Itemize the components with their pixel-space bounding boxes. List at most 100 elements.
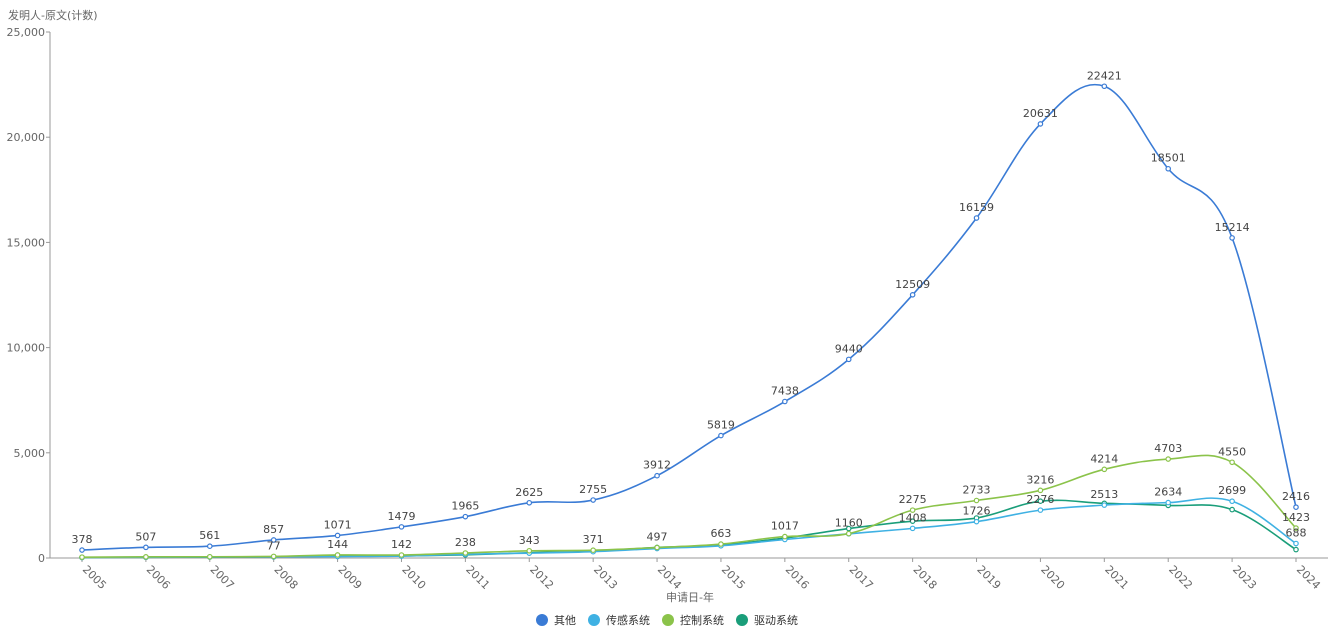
data-point[interactable]	[655, 473, 659, 477]
data-point[interactable]	[144, 545, 148, 549]
data-label: 2513	[1090, 488, 1118, 501]
data-point[interactable]	[335, 553, 339, 557]
data-point[interactable]	[1230, 499, 1234, 503]
legend-marker-icon	[536, 614, 548, 626]
data-label: 16159	[959, 201, 994, 214]
data-label: 4214	[1090, 452, 1118, 465]
data-point[interactable]	[1166, 457, 1170, 461]
x-tick-label: 2022	[1166, 563, 1195, 592]
data-point[interactable]	[1294, 505, 1298, 509]
data-label: 7438	[771, 385, 799, 398]
legend-item-2[interactable]: 传感系统	[588, 612, 650, 628]
legend-item-4[interactable]: 驱动系统	[736, 612, 798, 628]
data-label: 343	[519, 534, 540, 547]
legend-label: 驱动系统	[754, 612, 798, 628]
legend-item-1[interactable]: 其他	[536, 612, 576, 628]
data-label: 3216	[1026, 473, 1054, 486]
y-tick-label: 25,000	[7, 26, 46, 39]
data-point[interactable]	[1102, 84, 1106, 88]
data-label: 561	[199, 529, 220, 542]
data-label: 18501	[1151, 152, 1186, 165]
legend-marker-icon	[736, 614, 748, 626]
data-point[interactable]	[208, 555, 212, 559]
data-label: 9440	[835, 342, 863, 355]
data-point[interactable]	[783, 399, 787, 403]
data-label: 4703	[1154, 442, 1182, 455]
y-axis: 05,00010,00015,00020,00025,000	[7, 26, 51, 565]
y-axis-title: 发明人-原文(计数)	[8, 8, 98, 22]
data-point[interactable]	[463, 551, 467, 555]
data-label: 1017	[771, 520, 799, 533]
data-point[interactable]	[1038, 122, 1042, 126]
x-tick-label: 2016	[783, 563, 812, 592]
data-point[interactable]	[910, 293, 914, 297]
data-label: 4550	[1218, 445, 1246, 458]
data-point[interactable]	[847, 531, 851, 535]
data-label: 1479	[387, 510, 415, 523]
data-label: 1423	[1282, 511, 1310, 524]
x-tick-label: 2020	[1038, 563, 1067, 592]
x-tick-label: 2024	[1294, 563, 1323, 592]
data-label: 1726	[963, 505, 991, 518]
data-point[interactable]	[1102, 503, 1106, 507]
x-tick-label: 2017	[847, 563, 876, 592]
data-label: 663	[710, 527, 731, 540]
data-label: 1160	[835, 517, 863, 530]
data-point[interactable]	[80, 548, 84, 552]
data-point[interactable]	[144, 555, 148, 559]
series-line	[82, 455, 1296, 557]
data-point[interactable]	[910, 526, 914, 530]
x-tick-label: 2006	[144, 563, 173, 592]
data-point[interactable]	[80, 555, 84, 559]
x-axis-title: 申请日-年	[666, 590, 714, 604]
data-point[interactable]	[527, 501, 531, 505]
legend-item-3[interactable]: 控制系统	[662, 612, 724, 628]
data-label: 688	[1286, 527, 1307, 540]
data-point[interactable]	[1230, 460, 1234, 464]
data-label: 238	[455, 536, 476, 549]
data-point[interactable]	[527, 549, 531, 553]
data-point[interactable]	[783, 534, 787, 538]
data-label: 371	[583, 533, 604, 546]
data-point[interactable]	[655, 545, 659, 549]
data-point[interactable]	[591, 548, 595, 552]
legend-marker-icon	[662, 614, 674, 626]
data-point[interactable]	[591, 498, 595, 502]
data-point[interactable]	[399, 525, 403, 529]
data-point[interactable]	[719, 542, 723, 546]
data-point[interactable]	[208, 544, 212, 548]
data-label: 3912	[643, 459, 671, 472]
data-point[interactable]	[1294, 541, 1298, 545]
data-label: 2699	[1218, 484, 1246, 497]
data-point[interactable]	[719, 433, 723, 437]
legend-label: 其他	[554, 612, 576, 628]
data-point[interactable]	[1230, 507, 1234, 511]
data-label: 2625	[515, 486, 543, 499]
y-tick-label: 15,000	[7, 236, 46, 249]
data-point[interactable]	[974, 519, 978, 523]
data-point[interactable]	[1166, 500, 1170, 504]
y-tick-label: 10,000	[7, 342, 46, 355]
data-point[interactable]	[847, 357, 851, 361]
x-tick-label: 2007	[208, 563, 237, 592]
y-tick-label: 20,000	[7, 131, 46, 144]
data-point[interactable]	[463, 514, 467, 518]
data-point[interactable]	[1038, 508, 1042, 512]
x-axis: 2005200620072008200920102011201220132014…	[50, 558, 1328, 592]
data-point[interactable]	[1102, 467, 1106, 471]
data-label: 1071	[324, 518, 352, 531]
data-point[interactable]	[1294, 547, 1298, 551]
data-label: 497	[647, 531, 668, 544]
x-tick-label: 2012	[527, 563, 556, 592]
data-point[interactable]	[399, 553, 403, 557]
x-tick-label: 2015	[719, 563, 748, 592]
data-label: 22421	[1087, 69, 1122, 82]
data-point[interactable]	[974, 498, 978, 502]
data-point[interactable]	[1166, 167, 1170, 171]
data-point[interactable]	[1230, 236, 1234, 240]
data-point[interactable]	[974, 216, 978, 220]
data-point[interactable]	[1038, 488, 1042, 492]
data-point[interactable]	[271, 554, 275, 558]
legend-marker-icon	[588, 614, 600, 626]
